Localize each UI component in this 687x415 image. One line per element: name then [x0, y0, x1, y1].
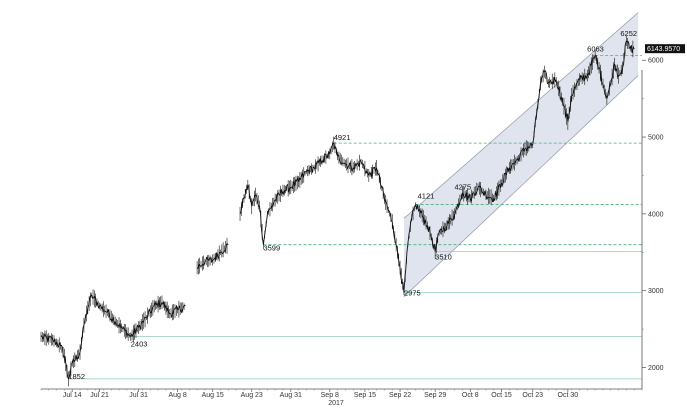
price-segment: [434, 232, 440, 252]
price-segment: [544, 70, 549, 85]
y-tick-label: 4000: [648, 211, 664, 218]
annotation-label: 6063: [587, 44, 604, 53]
price-segment: [251, 194, 256, 207]
horizontal-levels: [68, 54, 642, 380]
price-segment: [423, 217, 428, 228]
x-tick-label: Aug 15: [202, 392, 224, 399]
price-segment: [329, 142, 335, 154]
price-segment: [532, 113, 538, 145]
price-segment: [629, 45, 635, 53]
annotation-label: 4275: [454, 183, 471, 192]
x-tick-label: Sep 29: [424, 392, 446, 399]
y-tick-label: 2000: [648, 365, 664, 372]
price-segment: [87, 294, 92, 308]
x-tick-label: Aug 8: [168, 392, 186, 399]
x-tick-label: Sep 15: [354, 392, 376, 399]
x-tick-label: Oct 15: [491, 392, 512, 399]
channel-lower-line: [403, 75, 639, 298]
price-segment: [60, 344, 65, 358]
price-segment: [430, 236, 436, 252]
chart-axes: Jul 14 Jul 21 Jul 31 Aug 8 Aug 15 Aug 23 Aug 3…: [40, 44, 685, 399]
price-segment: [243, 184, 249, 199]
price-segment: [626, 40, 631, 49]
annotation-label: 4121: [418, 192, 435, 201]
price-segment: [610, 63, 616, 84]
price-segment: [606, 83, 612, 99]
price-segment: [79, 325, 85, 353]
annotation-label: 3599: [263, 244, 280, 253]
price-segment: [536, 83, 541, 115]
price-segment: [395, 244, 401, 268]
price-segment: [259, 206, 264, 245]
price-segment: [262, 213, 268, 245]
x-tick-label: Oct 30: [558, 392, 579, 399]
price-segment: [67, 363, 73, 380]
price-annotations: 1852 2403 3599 4921 2975 4121 3510 4275 6063 6252: [68, 29, 637, 381]
y-tick-label: 5000: [648, 135, 664, 142]
price-segment: [333, 143, 339, 157]
price-segment: [247, 184, 253, 207]
x-tick-label: Aug 23: [241, 392, 263, 399]
year-label: 2017: [328, 400, 344, 407]
x-tick-label: Jul 31: [129, 392, 148, 399]
price-series: [40, 35, 635, 387]
annotation-label: 2975: [404, 289, 421, 298]
price-segment: [563, 105, 569, 122]
price-segment: [403, 244, 409, 293]
price-segment: [63, 355, 69, 379]
y-tick-label: 3000: [648, 288, 664, 295]
x-tick-label: Sep 8: [321, 392, 339, 399]
annotation-label: 2403: [131, 340, 148, 349]
price-segment: [399, 267, 405, 293]
channel-upper-line: [403, 12, 639, 219]
price-segment: [622, 40, 627, 69]
price-segment: [614, 64, 619, 78]
price-segment: [40, 333, 54, 342]
annotation-label: 3510: [435, 253, 452, 262]
price-segment: [426, 225, 432, 238]
price-segment: [391, 221, 397, 245]
last-value-badge: [645, 44, 685, 54]
last-value-label: 6143.9570: [647, 46, 680, 53]
annotation-label: 1852: [68, 372, 85, 381]
x-tick-label: Oct 23: [522, 392, 543, 399]
price-segment: [594, 55, 600, 70]
x-tick-label: Jul 21: [90, 392, 109, 399]
price-segment: [567, 94, 573, 122]
price-segment: [618, 67, 623, 76]
price-segment: [407, 217, 413, 245]
x-tick-label: Aug 31: [280, 392, 302, 399]
annotation-label: 4921: [334, 133, 351, 142]
price-segment: [411, 204, 417, 218]
price-segment: [83, 307, 89, 326]
y-tick-label: 6000: [648, 58, 664, 65]
x-tick-label: Oct 8: [462, 392, 479, 399]
annotation-label: 6252: [620, 29, 637, 38]
price-segment: [540, 70, 545, 84]
price-segment: [239, 197, 244, 215]
x-tick-label: Sep 22: [389, 392, 411, 399]
price-segment: [255, 194, 260, 207]
x-tick-label: Jul 14: [63, 392, 82, 399]
